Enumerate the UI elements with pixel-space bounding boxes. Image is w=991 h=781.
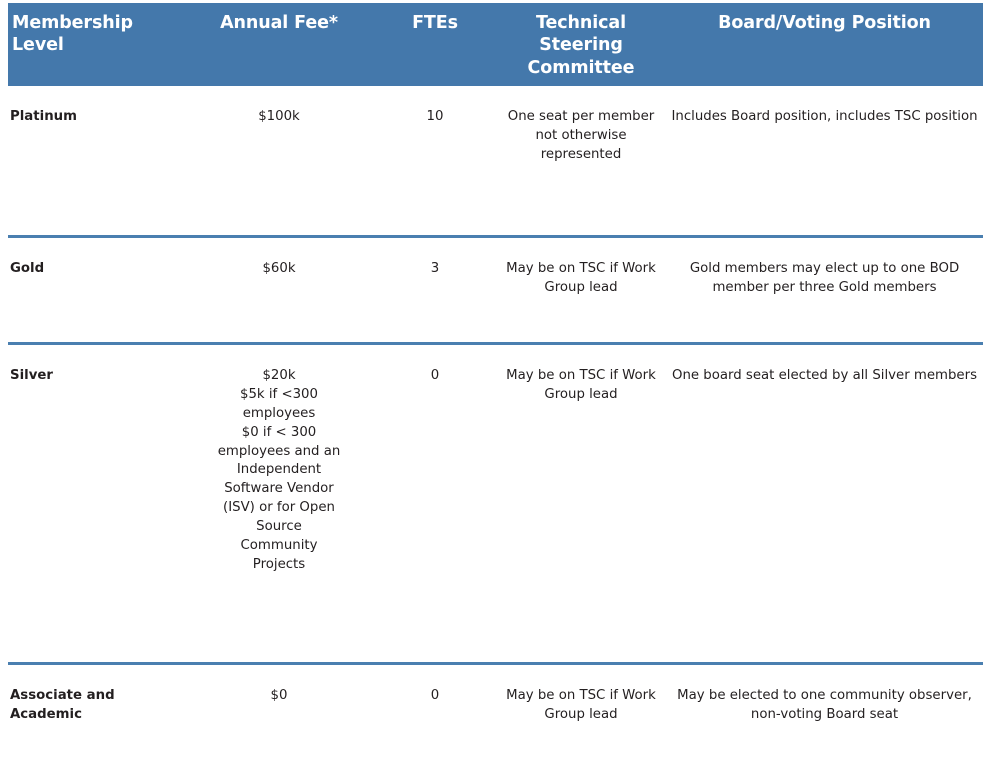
cell-ftes-gold: 3 [374, 237, 496, 344]
cell-board-silver: One board seat elected by all Silver mem… [666, 344, 983, 664]
cell-level-associate-and-academic: Associate and Academic [8, 664, 184, 781]
cell-fee-associate-and-academic: $0 [184, 664, 374, 781]
cell-tsc-platinum: One seat per member not otherwise repres… [496, 86, 666, 237]
cell-level-silver: Silver [8, 344, 184, 664]
cell-ftes-associate-and-academic: 0 [374, 664, 496, 781]
cell-board-gold: Gold members may elect up to one BOD mem… [666, 237, 983, 344]
table-body: Platinum $100k 10 One seat per member no… [8, 86, 983, 781]
cell-ftes-silver: 0 [374, 344, 496, 664]
table-header-row: Membership Level Annual Fee* FTEs Techni… [8, 3, 983, 86]
table-row-gold: Gold $60k 3 May be on TSC if Work Group … [8, 237, 983, 344]
cell-fee-line: $20k [186, 367, 372, 386]
cell-tsc-silver: May be on TSC if Work Group lead [496, 344, 666, 664]
column-header-board-voting-position: Board/Voting Position [666, 3, 983, 86]
table-row-associate-and-academic: Associate and Academic $0 0 May be on TS… [8, 664, 983, 781]
cell-fee-line: Community [186, 537, 372, 556]
column-header-annual-fee: Annual Fee* [184, 3, 374, 86]
cell-level-platinum: Platinum [8, 86, 184, 237]
table-row-platinum: Platinum $100k 10 One seat per member no… [8, 86, 983, 237]
cell-fee-line: employees and an [186, 443, 372, 462]
cell-level-gold: Gold [8, 237, 184, 344]
cell-fee-line: (ISV) or for Open [186, 499, 372, 518]
cell-fee-line: $0 if < 300 [186, 424, 372, 443]
column-header-membership-level: Membership Level [8, 3, 184, 86]
cell-fee-line: employees [186, 405, 372, 424]
cell-ftes-platinum: 10 [374, 86, 496, 237]
table-header: Membership Level Annual Fee* FTEs Techni… [8, 3, 983, 86]
column-header-ftes: FTEs [374, 3, 496, 86]
cell-fee-platinum: $100k [184, 86, 374, 237]
cell-fee-line: $5k if <300 [186, 386, 372, 405]
cell-fee-line: Source [186, 518, 372, 537]
membership-levels-table: Membership Level Annual Fee* FTEs Techni… [8, 3, 983, 781]
cell-fee-line: Software Vendor [186, 480, 372, 499]
cell-fee-line: Projects [186, 556, 372, 575]
membership-levels-sheet: Membership Level Annual Fee* FTEs Techni… [0, 0, 991, 672]
cell-tsc-gold: May be on TSC if Work Group lead [496, 237, 666, 344]
cell-board-platinum: Includes Board position, includes TSC po… [666, 86, 983, 237]
cell-tsc-associate-and-academic: May be on TSC if Work Group lead [496, 664, 666, 781]
column-header-technical-steering-committee: Technical Steering Committee [496, 3, 666, 86]
cell-fee-line: Independent [186, 461, 372, 480]
cell-board-associate-and-academic: May be elected to one community observer… [666, 664, 983, 781]
cell-fee-gold: $60k [184, 237, 374, 344]
